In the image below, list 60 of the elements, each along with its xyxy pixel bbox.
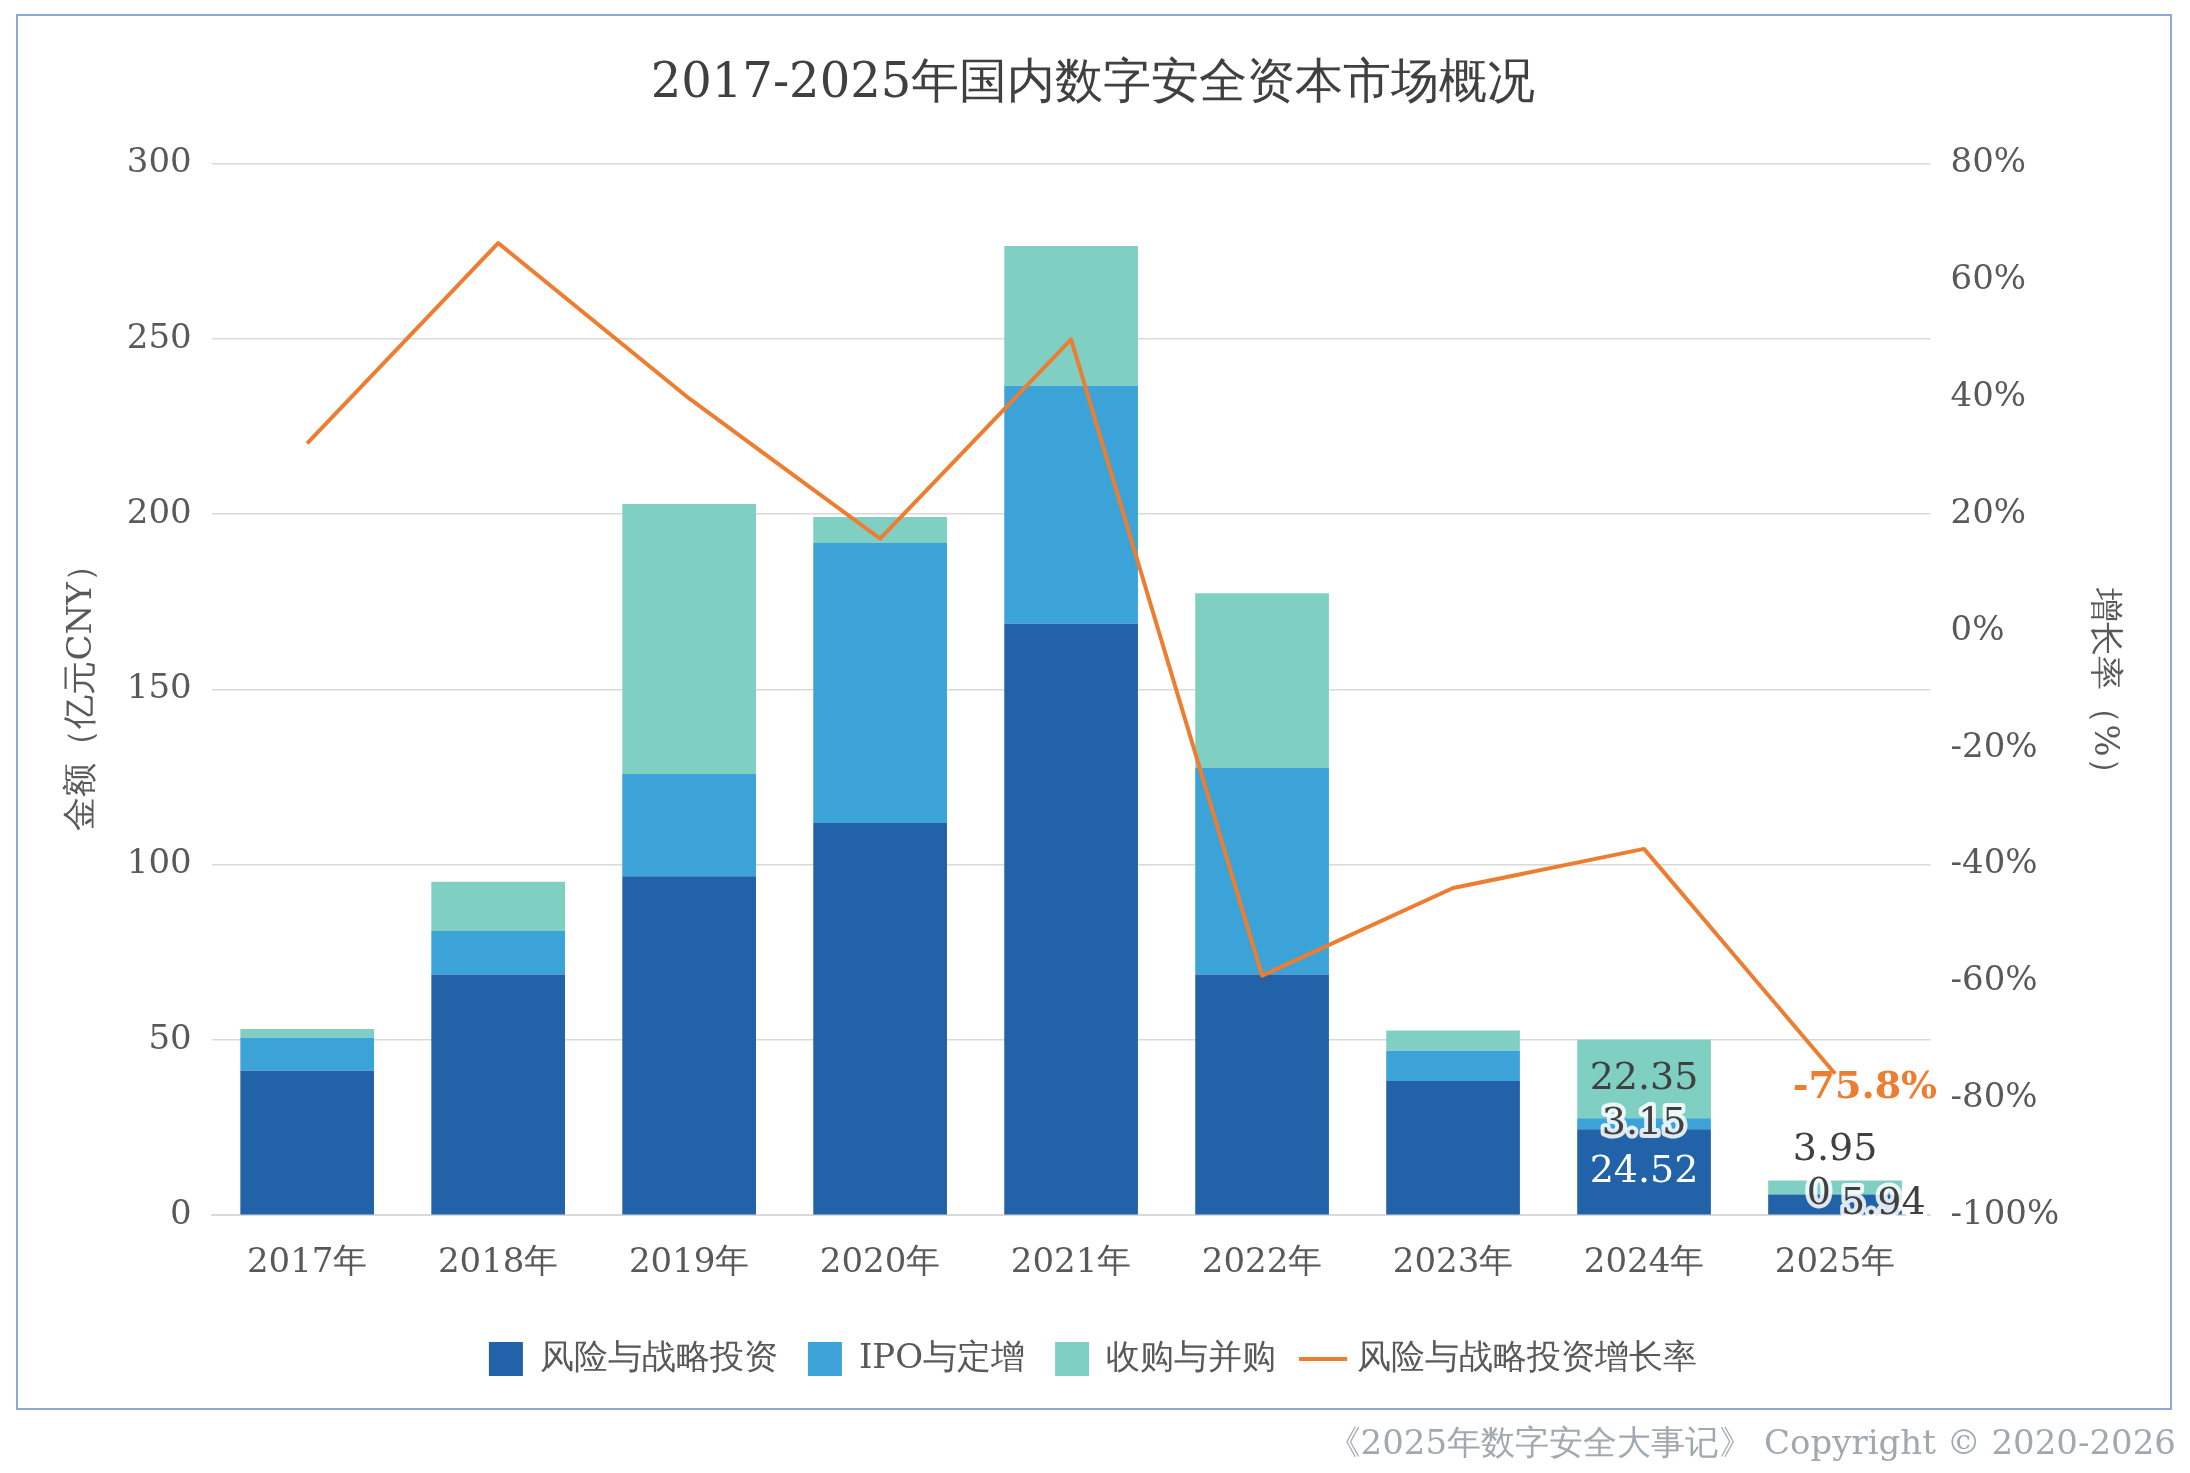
- y-tick-label: 250: [126, 315, 192, 356]
- y2-tick-label: -40%: [1950, 841, 2038, 882]
- y-tick-label: 0: [170, 1192, 192, 1233]
- bar: [240, 1037, 375, 1071]
- legend-label: 风险与战略投资: [539, 1335, 778, 1376]
- bar: [622, 773, 756, 877]
- bar: [431, 930, 566, 975]
- y-tick-label: 100: [126, 841, 192, 882]
- y-tick-label: 200: [126, 490, 192, 531]
- data-label: 3.15: [1601, 1098, 1687, 1143]
- data-label: 3.95: [1792, 1125, 1878, 1170]
- bar: [1004, 385, 1138, 624]
- bar: [813, 516, 947, 543]
- x-tick-label: 2020年: [819, 1240, 941, 1281]
- y2-tick-label: -100%: [1950, 1192, 2060, 1233]
- data-label: 22.35: [1589, 1053, 1699, 1098]
- bar: [622, 503, 756, 774]
- y-tick-label: 150: [126, 666, 192, 707]
- bar: [1004, 623, 1138, 1215]
- bar: [431, 974, 566, 1215]
- bar: [1195, 974, 1329, 1215]
- bar: [240, 1029, 375, 1038]
- x-tick-label: 2024年: [1583, 1240, 1705, 1281]
- x-tick-label: 2018年: [437, 1240, 559, 1281]
- bar: [813, 542, 947, 823]
- y-tick-label: 300: [126, 140, 192, 181]
- bar: [431, 881, 566, 931]
- x-tick-label: 2025年: [1774, 1240, 1896, 1281]
- y2-axis-title: 增长率（%）: [2086, 587, 2127, 791]
- x-tick-label: 2017年: [246, 1240, 368, 1281]
- y2-tick-label: 0%: [1950, 607, 2005, 648]
- bar: [813, 822, 947, 1215]
- y2-tick-label: -20%: [1950, 724, 2038, 765]
- y2-tick-label: 20%: [1950, 490, 2027, 531]
- y2-tick-label: -80%: [1950, 1075, 2038, 1116]
- x-tick-label: 2022年: [1201, 1240, 1323, 1281]
- bar: [240, 1070, 375, 1215]
- x-tick-label: 2023年: [1392, 1240, 1514, 1281]
- y2-tick-label: -60%: [1950, 958, 2038, 999]
- y2-tick-label: 80%: [1950, 140, 2027, 181]
- bar: [1195, 593, 1329, 768]
- legend-label: 风险与战略投资增长率: [1357, 1335, 1698, 1376]
- bar: [622, 876, 756, 1215]
- bar: [1386, 1080, 1520, 1215]
- data-label: -75.8%: [1792, 1061, 1938, 1107]
- chart-title: 2017-2025年国内数字安全资本市场概况: [650, 52, 1536, 109]
- data-label: 24.52: [1589, 1146, 1699, 1191]
- x-tick-label: 2019年: [628, 1240, 750, 1281]
- y-axis-title: 金额（亿元CNY）: [59, 548, 100, 831]
- y2-tick-label: 40%: [1950, 374, 2027, 415]
- y-tick-label: 50: [148, 1016, 192, 1057]
- y2-tick-label: 60%: [1950, 257, 2027, 298]
- bar: [1386, 1050, 1520, 1081]
- legend-label: 收购与并购: [1106, 1335, 1277, 1376]
- legend-label: IPO与定增: [858, 1335, 1026, 1376]
- bar: [1386, 1030, 1520, 1051]
- x-tick-label: 2021年: [1010, 1240, 1132, 1281]
- text: 《2025年数字安全大事记》 Copyright © 2020-2026: [1326, 1421, 2176, 1464]
- bar: [1195, 767, 1329, 975]
- bar: [1004, 245, 1138, 386]
